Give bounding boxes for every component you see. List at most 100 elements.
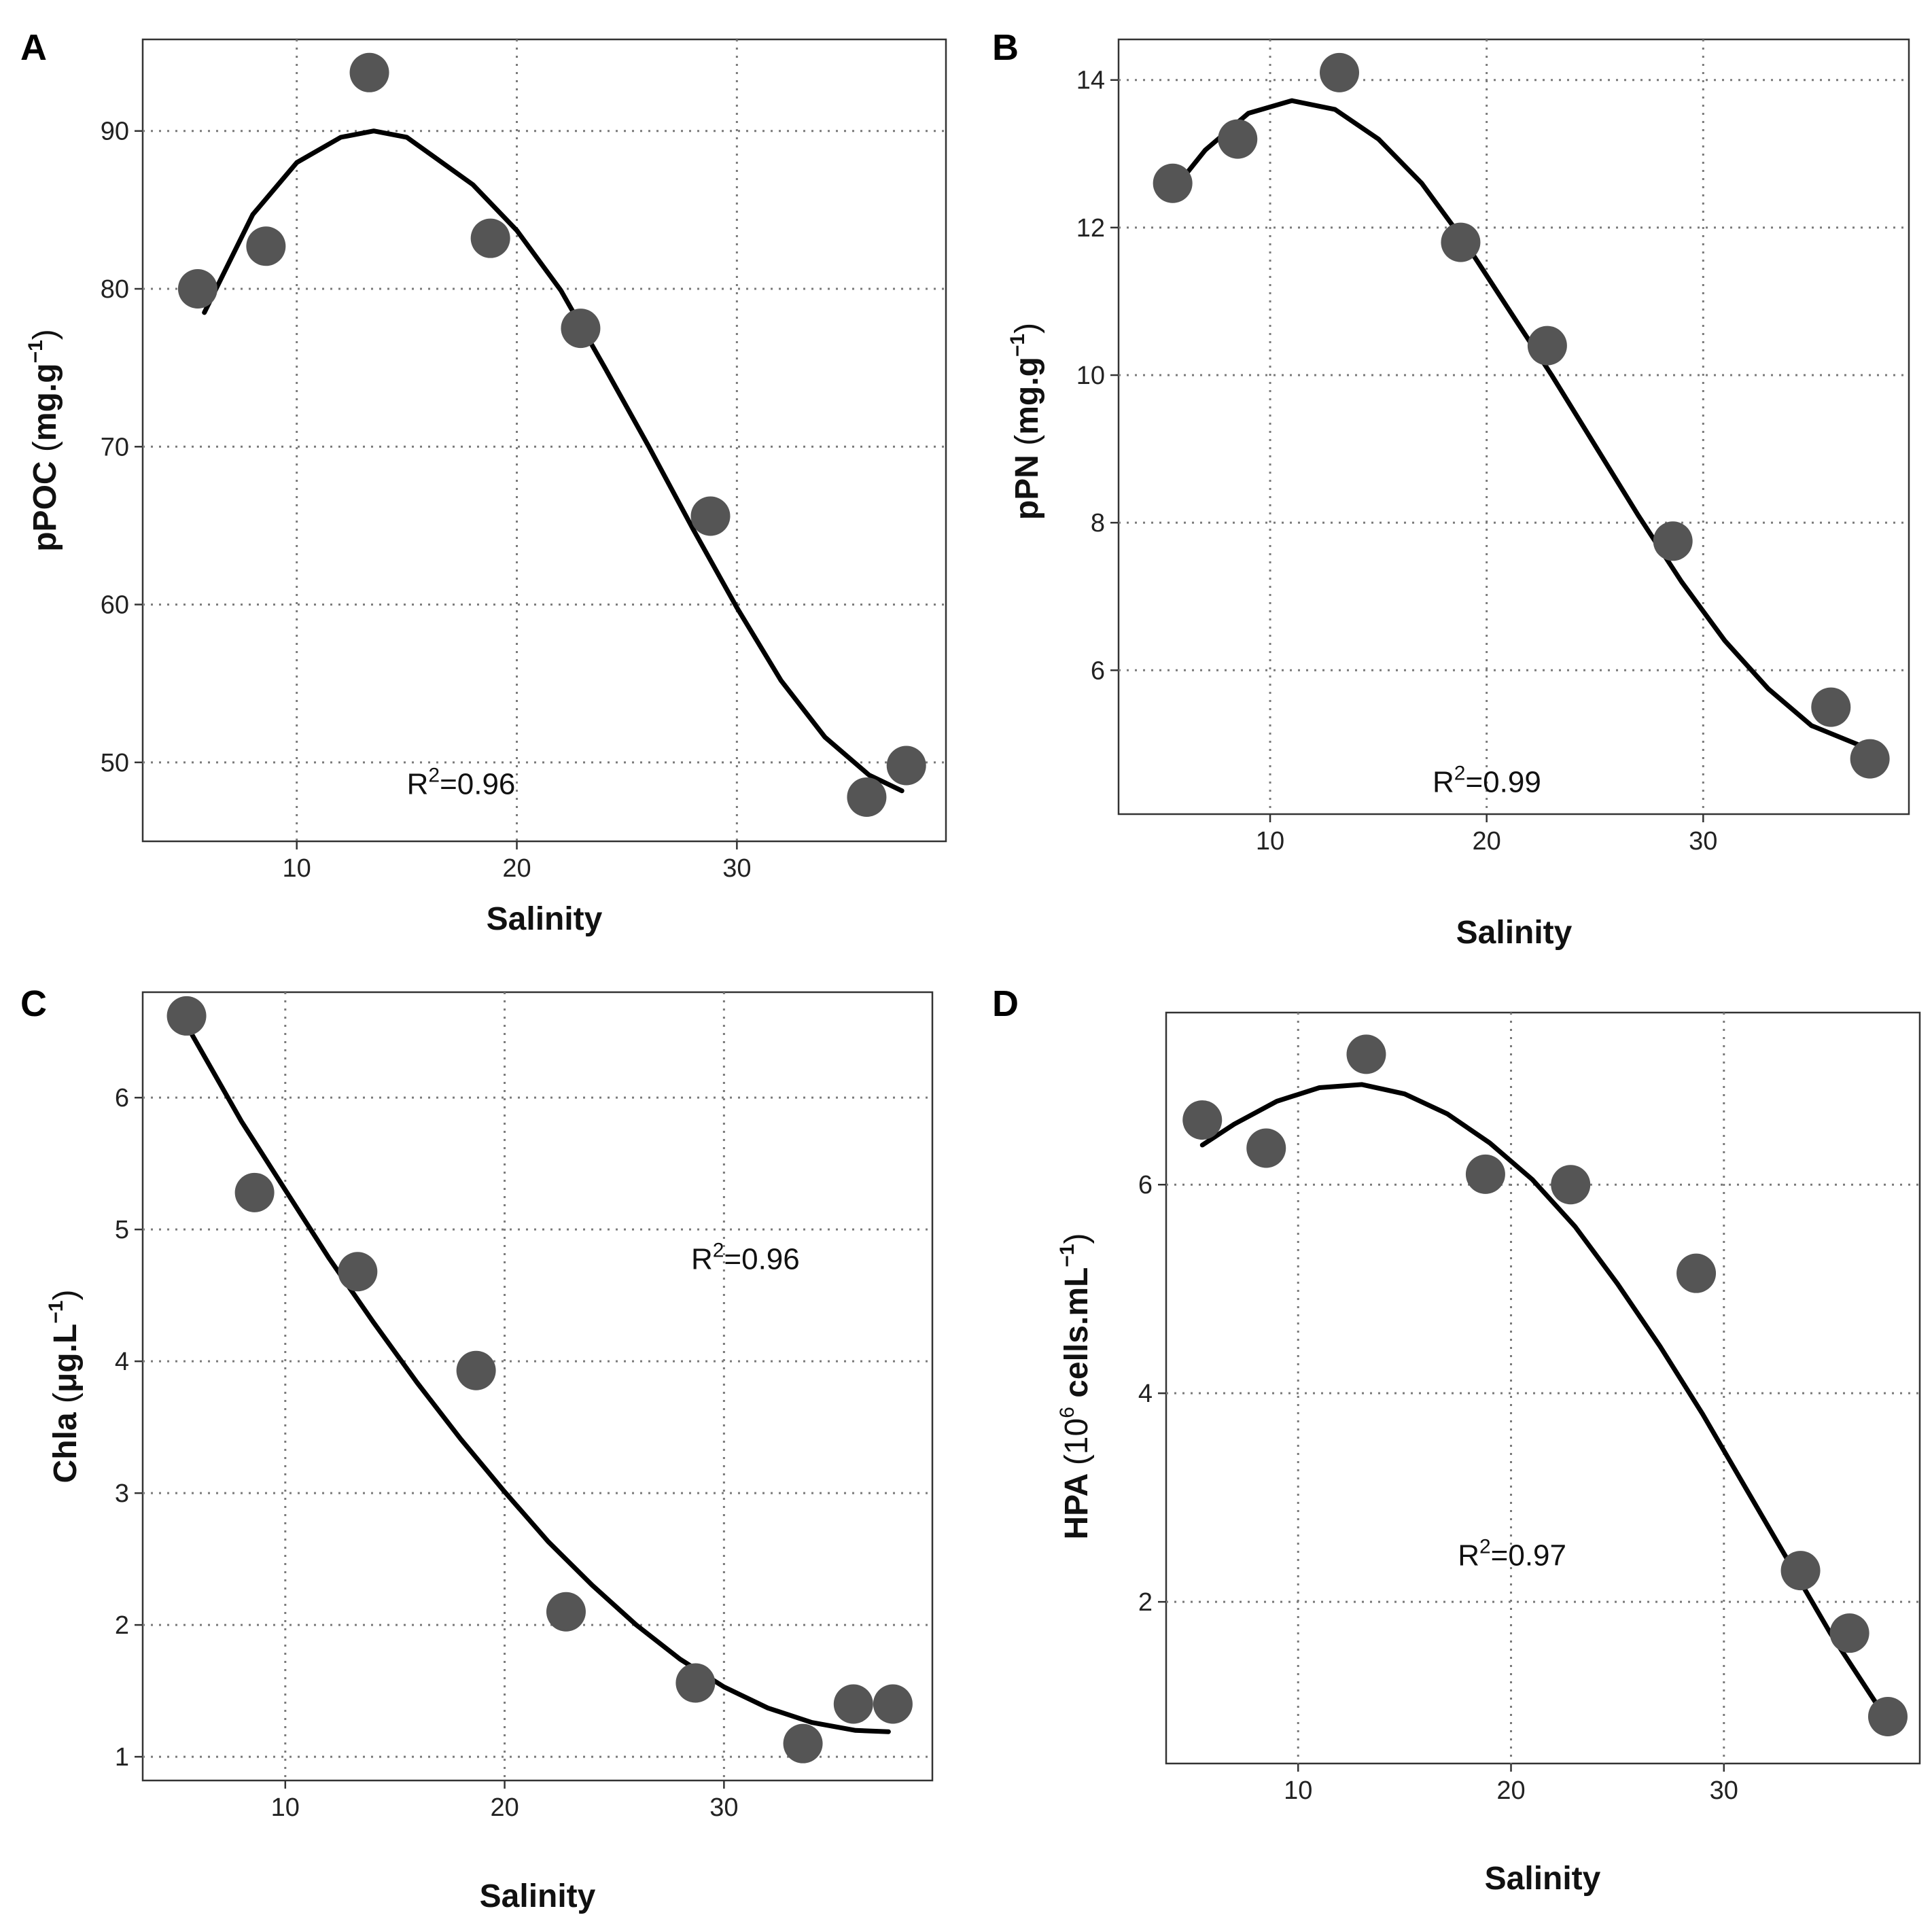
panel-c-y-tick-label: 3 xyxy=(115,1479,129,1508)
panel-b-plot-area xyxy=(1117,38,1910,815)
panel-d-y-tick-label: 4 xyxy=(1138,1380,1153,1408)
panel-c-x-tick-label: 30 xyxy=(709,1793,738,1822)
panel-b-letter: B xyxy=(992,27,1019,68)
panel-a-x-tick-label: 30 xyxy=(722,854,751,883)
panel-a-data-point xyxy=(886,745,926,786)
panel-a-fit-curve xyxy=(202,128,904,794)
panel-c-y-axis-title: Chla (μg.L−1) xyxy=(45,1290,84,1484)
panel-b: B 10 20 30 6 8 10 12 14 Salinity pPN (mg.g−1) R… xyxy=(992,27,1910,951)
panel-d-y-tick-label: 6 xyxy=(1138,1171,1153,1199)
panel-c-data-point xyxy=(783,1723,823,1764)
panel-a-plot-area xyxy=(141,38,947,843)
panel-c-y-tick-label: 4 xyxy=(115,1348,129,1376)
panel-b-y-axis-title: pPN (mg.g−1) xyxy=(1006,323,1045,520)
panel-a-letter: A xyxy=(20,27,47,68)
panel-c-y-tick-label: 2 xyxy=(115,1611,129,1640)
panel-c-data-point xyxy=(338,1252,378,1292)
panel-a-data-point xyxy=(177,269,217,309)
panel-c-y-tick-label: 5 xyxy=(115,1216,129,1244)
panel-d-data-point xyxy=(1551,1165,1591,1205)
panel-c-x-tick-label: 20 xyxy=(490,1793,519,1822)
panel-c-y-axis-unit: μg.L xyxy=(48,1324,84,1392)
panel-d-data-point xyxy=(1246,1128,1286,1168)
panel-c-y-axis-main: Chla xyxy=(48,1412,84,1483)
panel-a-x-axis-title: Salinity xyxy=(487,901,603,937)
panel-b-y-tick-label: 12 xyxy=(1076,214,1105,243)
panel-d-data-point xyxy=(1465,1154,1505,1194)
panel-b-x-axis-title: Salinity xyxy=(1456,915,1573,951)
panel-a-data-point xyxy=(847,777,887,817)
panel-c-x-axis-title: Salinity xyxy=(480,1878,596,1914)
panel-b-data-point xyxy=(1811,687,1851,727)
panel-a-y-axis-unit-exponent: −1 xyxy=(24,340,47,363)
panel-a-data-point xyxy=(349,52,389,92)
panel-d-data-point xyxy=(1780,1551,1821,1591)
panel-d-y-axis-scale-exponent: 6 xyxy=(1056,1407,1078,1418)
panel-b-x-tick-label: 20 xyxy=(1473,827,1501,856)
panel-b-y-axis-unit-exponent: −1 xyxy=(1006,334,1029,357)
panel-d-x-tick-label: 30 xyxy=(1710,1776,1738,1805)
panel-a-data-point xyxy=(246,226,286,266)
panel-d-x-tick-label: 10 xyxy=(1284,1776,1312,1805)
panel-b-y-tick-label: 10 xyxy=(1076,362,1105,390)
panel-a: A 10 20 30 50 60 70 80 90 Salinity pPOC (mg.g−1… xyxy=(20,27,947,937)
panel-b-data-point xyxy=(1653,521,1693,561)
panel-b-data-point xyxy=(1441,222,1481,262)
panel-b-x-tick-label: 30 xyxy=(1689,827,1717,856)
panel-c-fit-curve xyxy=(184,1023,891,1734)
panel-a-data-point xyxy=(561,309,601,349)
panel-a-y-tick-label: 90 xyxy=(101,118,129,146)
panel-d: D 10 20 30 2 4 6 Salinity HPA (106 cells.mL−1… xyxy=(992,983,1921,1897)
panel-d-r2-annotation: R2=0.97 xyxy=(1458,1535,1566,1572)
panel-b-fit-curve xyxy=(1170,98,1868,750)
panel-a-x-tick-label: 20 xyxy=(502,854,531,883)
panel-a-y-axis-main: pPOC xyxy=(27,461,63,551)
panel-c-plot-area xyxy=(141,991,934,1782)
panel-a-y-axis-unit: mg.g xyxy=(27,363,63,441)
panel-d-y-axis-unit-exponent: −1 xyxy=(1056,1244,1078,1267)
panel-c-y-tick-label: 1 xyxy=(115,1743,129,1772)
panel-c-letter: C xyxy=(20,983,47,1024)
panel-c-y-axis-unit-exponent: −1 xyxy=(45,1301,67,1324)
panel-d-data-point xyxy=(1346,1034,1386,1074)
panel-d-data-point xyxy=(1182,1100,1223,1140)
panel-b-data-point xyxy=(1320,52,1360,92)
panel-b-y-tick-label: 14 xyxy=(1076,67,1105,95)
panel-d-data-point xyxy=(1676,1253,1717,1293)
panel-b-x-tick-label: 10 xyxy=(1256,827,1284,856)
panel-a-y-tick-label: 60 xyxy=(101,591,129,620)
panel-d-letter: D xyxy=(992,983,1019,1024)
panel-d-y-tick-label: 2 xyxy=(1138,1588,1153,1617)
panel-d-data-point xyxy=(1868,1696,1908,1736)
panel-a-data-point xyxy=(470,218,510,258)
panel-b-data-point xyxy=(1527,326,1567,366)
panel-a-x-tick-label: 10 xyxy=(283,854,311,883)
panel-b-y-axis-unit: mg.g xyxy=(1009,357,1045,435)
panel-d-x-axis-title: Salinity xyxy=(1485,1861,1601,1897)
panel-a-y-tick-label: 50 xyxy=(101,749,129,777)
panel-d-y-axis-main: HPA xyxy=(1059,1473,1095,1539)
panel-c: C 10 20 30 1 2 3 4 5 6 Salinity Chla (μg.L−1) R2… xyxy=(20,983,934,1914)
panel-d-x-tick-label: 20 xyxy=(1496,1776,1525,1805)
panel-a-y-tick-label: 70 xyxy=(101,433,129,461)
panel-a-y-tick-label: 80 xyxy=(101,275,129,304)
panel-d-y-axis-unit: cells.mL xyxy=(1059,1267,1095,1398)
panel-b-r2-annotation: R2=0.99 xyxy=(1433,762,1541,799)
panel-c-data-point xyxy=(873,1684,913,1724)
panel-d-data-point xyxy=(1829,1613,1869,1653)
panel-c-data-point xyxy=(166,996,207,1036)
panel-a-data-point xyxy=(690,496,731,536)
panel-d-plot-area xyxy=(1165,1011,1921,1765)
panel-c-data-point xyxy=(833,1684,873,1724)
panel-c-data-point xyxy=(234,1172,275,1212)
panel-b-y-axis-main: pPN xyxy=(1009,455,1045,520)
panel-b-data-point xyxy=(1850,739,1890,779)
panel-c-data-point xyxy=(456,1350,496,1390)
panel-b-y-tick-label: 6 xyxy=(1091,656,1105,685)
panel-b-y-tick-label: 8 xyxy=(1091,509,1105,538)
panel-c-r2-annotation: R2=0.96 xyxy=(691,1239,800,1276)
panel-d-y-axis-title: HPA (106 cells.mL−1) xyxy=(1056,1233,1095,1539)
panel-a-y-axis-title: pPOC (mg.g−1) xyxy=(24,329,63,552)
panel-d-fit-curve xyxy=(1199,1082,1886,1717)
